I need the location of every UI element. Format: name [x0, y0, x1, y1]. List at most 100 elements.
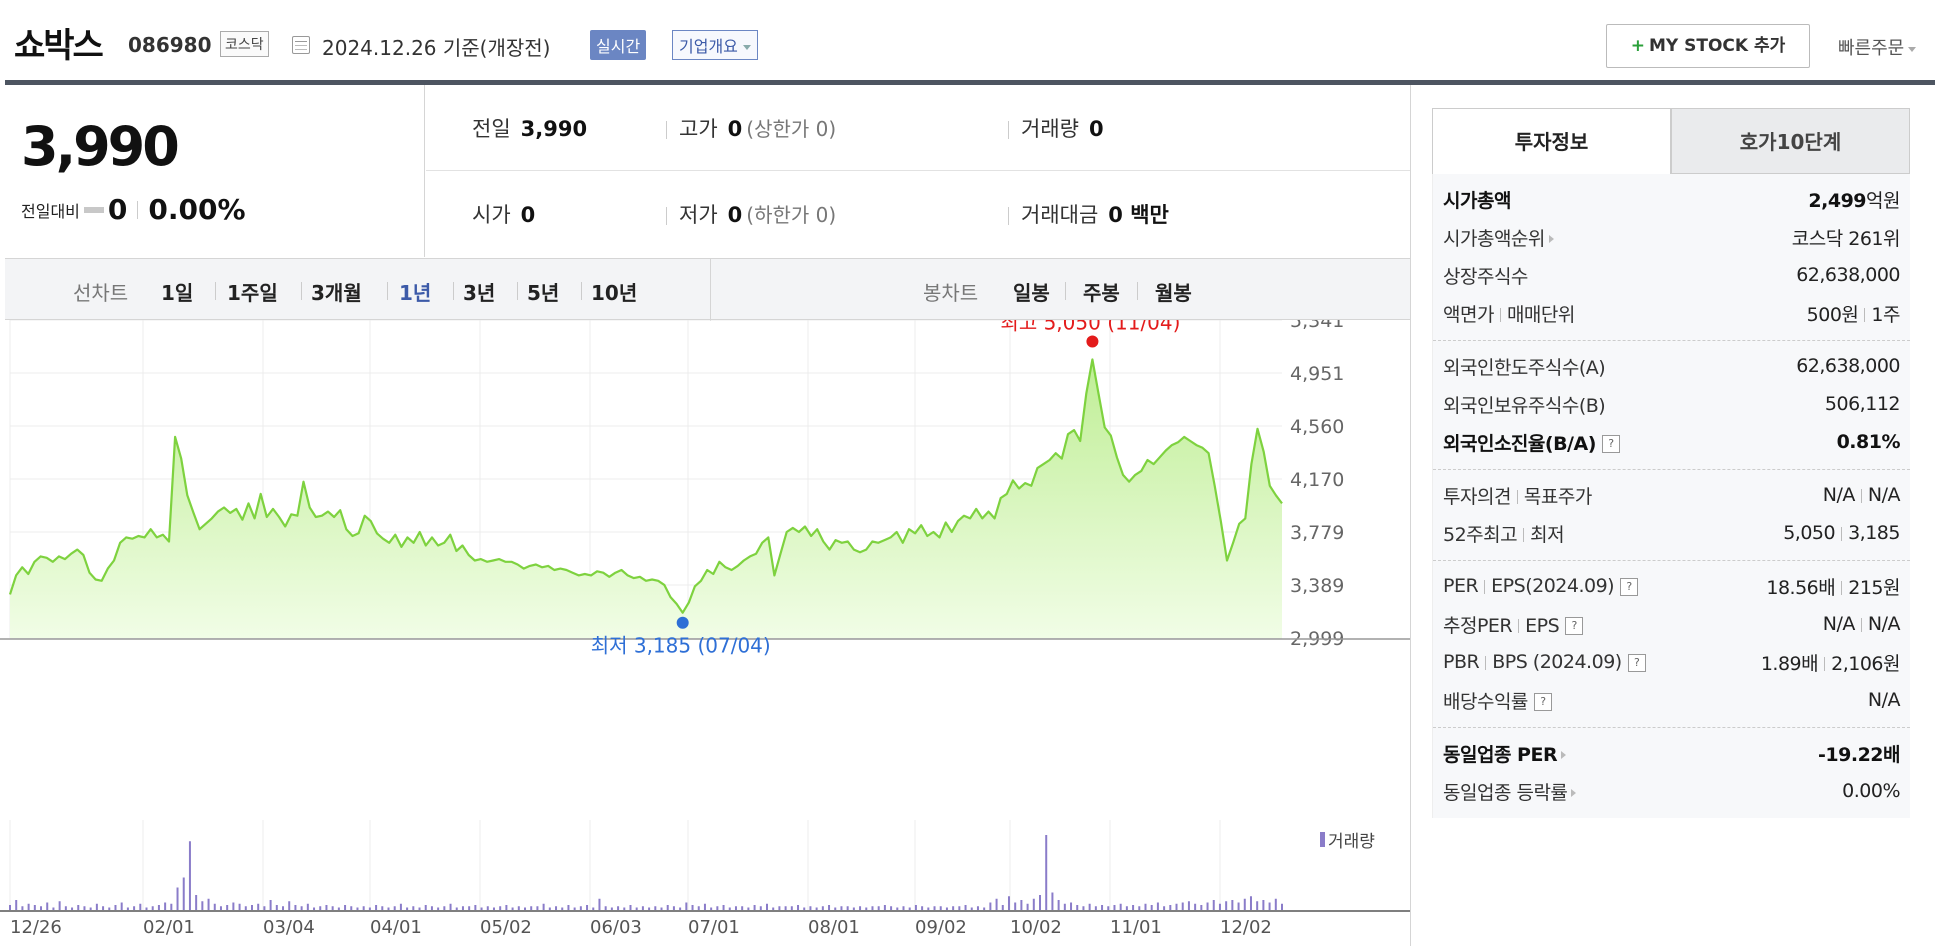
info-row: 52주최고 최저 5,050 3,185 [1443, 514, 1900, 552]
divider [1518, 619, 1520, 633]
help-icon[interactable]: ? [1565, 617, 1584, 635]
volume-bar [1082, 906, 1085, 910]
open-price: 시가 0 [472, 199, 535, 229]
volume-bar [1206, 902, 1209, 910]
industry-per-link[interactable]: 동일업종 PER [1443, 740, 1567, 767]
volume-bar [604, 906, 607, 910]
high-value: 0 [727, 117, 743, 141]
volume-bar [95, 903, 98, 910]
tab-weekly[interactable]: 주봉 [1083, 281, 1120, 305]
face-value-value: 500원 [1806, 303, 1859, 326]
volume-bar [1187, 901, 1190, 910]
help-icon[interactable]: ? [1601, 435, 1620, 453]
info-label: 추정PER EPS? [1443, 611, 1584, 638]
price-chart[interactable]: 5,341 4,951 4,560 4,170 3,779 3,389 2,999 12/26… [0, 320, 1410, 946]
tab-monthly[interactable]: 월봉 [1155, 281, 1192, 305]
per-label: PER [1443, 575, 1479, 597]
info-label: 52주최고 최저 [1443, 520, 1565, 547]
help-icon[interactable]: ? [1533, 693, 1552, 711]
tab-10y[interactable]: 10년 [591, 281, 638, 305]
change-percent: 0.00% [148, 193, 246, 226]
divider [387, 282, 388, 300]
divider [137, 200, 139, 219]
industry-change-value: 0.00% [1842, 780, 1900, 802]
volume-bar [1249, 896, 1252, 910]
divider [1523, 528, 1525, 542]
volume-bar [1088, 903, 1091, 910]
info-value: 0.81% [1837, 431, 1901, 453]
volume-bar [238, 903, 241, 910]
high-price: 고가 0 (상한가 0) [666, 113, 836, 143]
volume-bar [672, 906, 675, 910]
volume-bar [648, 907, 651, 910]
chart-period-tabs: 선차트 1일 1주일 3개월 1년 3년 5년 10년 봉차트 일봉 주봉 월봉 [5, 258, 1410, 321]
est-eps-label: EPS [1525, 614, 1560, 637]
add-my-stock-button[interactable]: + MY STOCK 추가 [1606, 24, 1810, 68]
tab-3m[interactable]: 3개월 [311, 281, 362, 305]
low-price: 저가 0 (하한가 0) [666, 199, 836, 229]
volume-label: 거래량 [1021, 117, 1079, 141]
x-tick-label: 10/02 [1010, 917, 1062, 938]
info-row: 동일업종 PER -19.22배 [1443, 734, 1900, 772]
volume-bar [877, 906, 880, 910]
tab-daily[interactable]: 일봉 [1013, 281, 1050, 305]
volume-bar [815, 907, 818, 910]
prev-close-value: 3,990 [520, 117, 588, 141]
compare-label: 전일대비 [21, 201, 80, 221]
divider [1008, 121, 1009, 139]
w52-low-label: 최저 [1530, 523, 1565, 546]
volume-bar [1156, 902, 1159, 910]
volume-bar [1237, 902, 1240, 910]
x-tick-label: 11/01 [1110, 917, 1162, 938]
divider [1824, 657, 1826, 671]
help-icon[interactable]: ? [1627, 653, 1646, 672]
volume-bar [573, 907, 576, 910]
volume-bar [728, 907, 731, 910]
quick-order-dropdown[interactable]: 빠른주문 [1838, 34, 1916, 60]
volume-bar [908, 907, 911, 910]
stock-code: 086980 [128, 33, 212, 57]
volume-bar [40, 906, 43, 910]
tab-1d[interactable]: 1일 [161, 281, 194, 305]
tab-3y[interactable]: 3년 [463, 281, 496, 305]
tab-5y[interactable]: 5년 [527, 281, 560, 305]
volume-bar [1039, 895, 1042, 910]
volume-bar [747, 907, 750, 910]
volume-bar [499, 906, 502, 910]
tab-1w[interactable]: 1주일 [227, 281, 278, 305]
volume-bar [1218, 903, 1221, 910]
foreign-section: 외국인한도주식수(A) 62,638,000 외국인보유주식수(B) 506,112… [1433, 341, 1910, 470]
volume-bar [840, 906, 843, 910]
divider [1008, 207, 1009, 225]
market-cap-rank-link[interactable]: 시가총액순위 [1443, 224, 1554, 251]
volume-bar [939, 906, 942, 910]
info-value: 500원 1주 [1806, 300, 1901, 327]
x-tick-label: 02/01 [143, 917, 195, 938]
tab-order-book[interactable]: 호가10단계 [1671, 108, 1910, 174]
volume-bar [703, 903, 706, 910]
x-tick-label: 09/02 [915, 917, 967, 938]
divider [666, 207, 667, 225]
volume-bar [406, 907, 409, 910]
info-row: 외국인소진율(B/A)? 0.81% [1443, 423, 1901, 461]
volume-bar [654, 906, 657, 910]
company-overview-dropdown[interactable]: 기업개요 [672, 30, 758, 60]
volume-bar [635, 907, 638, 910]
volume-bar [492, 907, 495, 910]
realtime-button[interactable]: 실시간 [590, 30, 647, 60]
help-icon[interactable]: ? [1620, 577, 1639, 596]
volume-bar [1231, 900, 1234, 910]
divider [666, 121, 667, 139]
volume-bar [970, 907, 973, 910]
market-cap-rank-label: 시가총액순위 [1443, 227, 1545, 250]
volume-bar [778, 906, 781, 910]
volume-bar [89, 907, 92, 910]
tab-1y[interactable]: 1년 [399, 281, 432, 305]
x-tick-label: 04/01 [370, 917, 422, 938]
volume-bar [1281, 903, 1283, 910]
industry-change-link[interactable]: 동일업종 등락률 [1443, 778, 1577, 805]
volume-bar [629, 905, 632, 910]
tab-investment-info[interactable]: 투자정보 [1432, 108, 1671, 174]
volume-bar [9, 905, 11, 910]
industry-per-value: -19.22배 [1818, 743, 1900, 766]
